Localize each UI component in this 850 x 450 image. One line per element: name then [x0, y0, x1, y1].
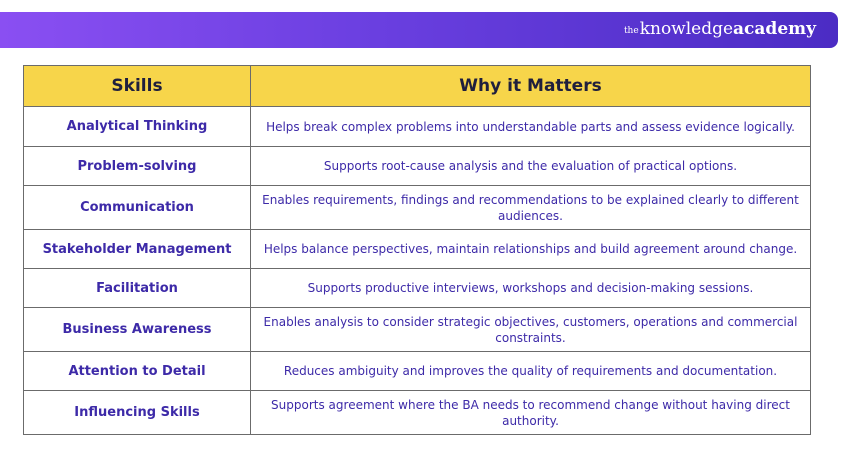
header-banner: theknowledgeacademy — [0, 12, 838, 48]
brand-name-bold: academy — [733, 19, 816, 39]
skills-table: Skills Why it Matters Analytical Thinkin… — [23, 65, 811, 435]
brand-logo: theknowledgeacademy — [624, 19, 816, 41]
why-cell: Helps balance perspectives, maintain rel… — [250, 229, 811, 269]
why-cell: Enables requirements, findings and recom… — [250, 185, 811, 230]
skill-cell: Stakeholder Management — [23, 229, 251, 269]
skill-cell: Attention to Detail — [23, 351, 251, 391]
brand-prefix: the — [623, 26, 639, 36]
table-row: Influencing Skills Supports agreement wh… — [23, 390, 811, 435]
table-row: Analytical Thinking Helps break complex … — [23, 106, 811, 147]
brand-name-light: knowledge — [639, 19, 734, 39]
table-row: Stakeholder Management Helps balance per… — [23, 229, 811, 269]
why-cell: Supports agreement where the BA needs to… — [250, 390, 811, 435]
table-row: Communication Enables requirements, find… — [23, 185, 811, 230]
table-row: Problem-solving Supports root-cause anal… — [23, 146, 811, 186]
skill-cell: Analytical Thinking — [23, 106, 251, 147]
table-header-row: Skills Why it Matters — [23, 65, 811, 107]
table-row: Facilitation Supports productive intervi… — [23, 268, 811, 308]
why-cell: Supports productive interviews, workshop… — [250, 268, 811, 308]
skill-cell: Influencing Skills — [23, 390, 251, 435]
table-row: Business Awareness Enables analysis to c… — [23, 307, 811, 352]
why-cell: Reduces ambiguity and improves the quali… — [250, 351, 811, 391]
why-cell: Helps break complex problems into unders… — [250, 106, 811, 147]
header-why-it-matters: Why it Matters — [250, 65, 811, 107]
table-row: Attention to Detail Reduces ambiguity an… — [23, 351, 811, 391]
why-cell: Supports root-cause analysis and the eva… — [250, 146, 811, 186]
skill-cell: Problem-solving — [23, 146, 251, 186]
skill-cell: Facilitation — [23, 268, 251, 308]
why-cell: Enables analysis to consider strategic o… — [250, 307, 811, 352]
header-skills: Skills — [23, 65, 251, 107]
skill-cell: Business Awareness — [23, 307, 251, 352]
skill-cell: Communication — [23, 185, 251, 230]
